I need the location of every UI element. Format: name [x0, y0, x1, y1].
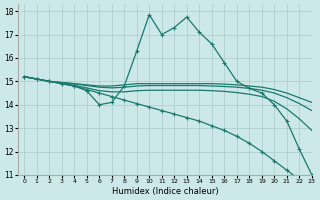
X-axis label: Humidex (Indice chaleur): Humidex (Indice chaleur) — [112, 187, 218, 196]
